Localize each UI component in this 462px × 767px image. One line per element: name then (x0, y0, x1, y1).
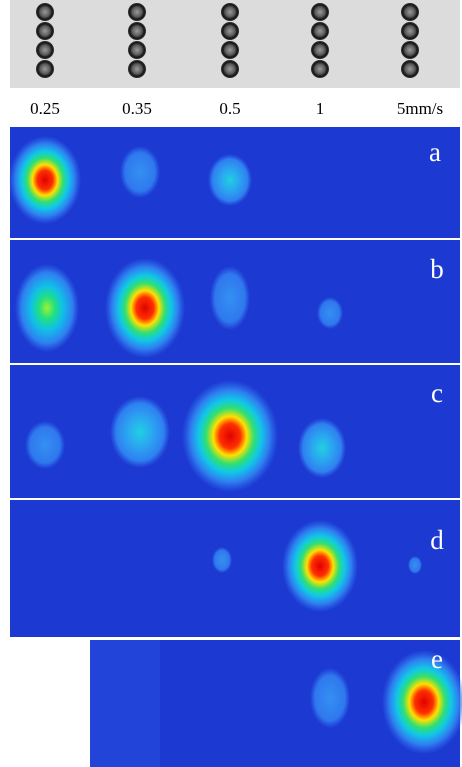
panel-label: d (430, 525, 444, 555)
panel: c (10, 365, 460, 498)
panel-label: e (431, 644, 443, 674)
speed-label: 5mm/s (397, 99, 443, 118)
speed-label: 0.25 (30, 99, 60, 118)
speed-label: 0.35 (122, 99, 152, 118)
speed-label: 0.5 (219, 99, 240, 118)
panel-label: a (429, 137, 441, 167)
panel-label: c (431, 378, 443, 408)
panel: a (9, 127, 460, 238)
speed-label: 1 (316, 99, 325, 118)
panel: b (10, 240, 460, 363)
panel: e (90, 640, 462, 767)
bead-chains (36, 3, 419, 78)
panel: d (10, 500, 460, 637)
panel-label: b (430, 254, 444, 284)
